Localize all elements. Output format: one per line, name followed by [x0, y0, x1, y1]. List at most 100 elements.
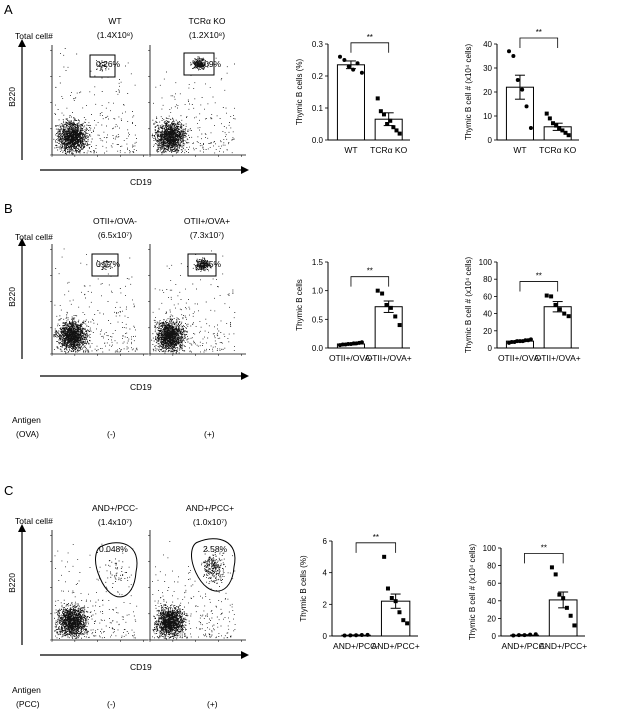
bar-y-tick-label: 0.1	[312, 104, 324, 113]
bar-y-tick-label: 0	[488, 344, 493, 353]
antigen-state: (+)	[207, 699, 218, 709]
data-point	[566, 314, 571, 319]
flow-gate	[191, 538, 236, 592]
bar-y-tick-label: 10	[483, 112, 492, 121]
bar-y-tick-label: 40	[483, 310, 492, 319]
bar-y-tick-label: 100	[483, 544, 497, 553]
arrow-head-icon	[18, 524, 26, 532]
bar-y-tick-label: 0	[323, 632, 328, 641]
arrow-head-icon	[241, 166, 249, 174]
data-point	[568, 613, 573, 618]
flow-xlabel: CD19	[130, 382, 152, 392]
bar-y-tick-label: 80	[487, 562, 496, 571]
arrow-head-icon	[18, 39, 26, 47]
data-point	[388, 305, 393, 310]
bar-y-tick-label: 20	[483, 88, 492, 97]
data-point	[509, 339, 514, 344]
data-point	[401, 618, 406, 623]
data-point	[544, 111, 549, 116]
data-point	[560, 128, 565, 133]
bar-chart: 0 20 40 60 80 100 Thymic B cell # (x10⁴ cells)…	[468, 543, 587, 651]
bar-y-tick-label: 80	[483, 275, 492, 284]
bar-chart: 0.0 0.5 1.0 1.5 Thymic B cells OTII+/OVA-OTII…	[295, 258, 412, 363]
data-point	[378, 109, 383, 114]
antigen-state: (-)	[107, 699, 116, 709]
bar-y-tick-label: 60	[483, 292, 492, 301]
antigen-state: (-)	[107, 429, 116, 439]
bar-ylabel: Thymic B cells (%)	[295, 59, 304, 126]
bar-chart: 0 20 40 60 80 100 Thymic B cell # (x10⁴ cells)…	[464, 256, 581, 363]
bar-category-label: AND+/PCC-	[333, 641, 379, 651]
bar-category-label: AND+/PCC+	[539, 641, 587, 651]
bar-y-tick-label: 40	[483, 40, 492, 49]
data-point	[528, 337, 533, 342]
flow-gate	[95, 542, 138, 598]
bar-y-tick-label: 1.0	[312, 287, 324, 296]
significance-bracket	[524, 552, 564, 564]
flow-count: (6.5x10⁷)	[97, 230, 133, 240]
bar-chart: 0.0 0.1 0.2 0.3 Thymic B cells (%) WT TCRα KO *…	[295, 33, 410, 155]
data-point	[544, 293, 549, 298]
significance-bracket	[350, 42, 390, 53]
flow-count: (7.3x10⁷)	[189, 230, 225, 240]
flow-plot	[148, 244, 246, 356]
data-point	[561, 596, 566, 601]
total-cell-label: Total cell#	[15, 31, 53, 41]
flow-events	[53, 48, 137, 155]
gate-percent: 0.09%	[197, 59, 222, 69]
data-point	[564, 605, 569, 610]
data-point	[397, 323, 402, 328]
bar	[543, 306, 572, 349]
data-point	[553, 572, 558, 577]
flow-gate	[89, 54, 116, 78]
data-point	[557, 307, 562, 312]
flow-events	[151, 250, 236, 354]
data-point	[359, 633, 364, 638]
arrow-head-icon	[241, 651, 249, 659]
flow-plot	[50, 530, 148, 642]
data-point	[354, 633, 359, 638]
bar-y-tick-label: 20	[483, 327, 492, 336]
bar-y-tick-label: 6	[323, 537, 328, 546]
flow-xlabel: CD19	[130, 177, 152, 187]
data-point	[389, 596, 394, 600]
data-point	[359, 70, 364, 75]
significance-label: **	[536, 28, 542, 37]
flow-title: OTII+/OVA+	[183, 216, 231, 226]
data-point	[342, 633, 347, 638]
bar-chart: 0 2 4 6 Thymic B cells (%) AND+/PCC-AND+/PCC+…	[299, 533, 420, 651]
data-point	[355, 61, 360, 66]
data-point	[557, 126, 562, 130]
bar	[336, 64, 365, 141]
significance-bracket	[519, 281, 559, 292]
flow-events	[54, 543, 138, 640]
data-point	[391, 125, 396, 130]
significance-label: **	[373, 533, 379, 542]
panel-label-c: C	[4, 483, 14, 498]
bar	[505, 86, 534, 141]
data-point	[380, 291, 385, 296]
data-point	[511, 54, 516, 58]
data-point	[520, 87, 525, 92]
antigen-label: Antigen	[12, 415, 41, 425]
data-point	[566, 133, 571, 138]
data-point	[385, 122, 390, 126]
data-point	[346, 64, 351, 69]
bar-y-tick-label: 100	[479, 258, 493, 267]
data-point	[397, 610, 402, 615]
bar-category-label: OTII+/OVA+	[366, 353, 412, 363]
antigen-sub: (OVA)	[16, 429, 39, 439]
data-point	[550, 121, 555, 126]
arrow-head-icon	[18, 238, 26, 246]
antigen-sub: (PCC)	[16, 699, 40, 709]
flow-gate	[187, 253, 217, 277]
data-point	[340, 342, 345, 347]
data-point	[351, 67, 356, 72]
flow-plot	[50, 45, 148, 157]
data-point	[348, 633, 353, 638]
data-point	[382, 554, 387, 559]
gate-percent: 0.26%	[96, 59, 121, 69]
data-point	[522, 633, 527, 638]
flow-title: WT	[108, 16, 122, 26]
data-point	[384, 303, 389, 307]
